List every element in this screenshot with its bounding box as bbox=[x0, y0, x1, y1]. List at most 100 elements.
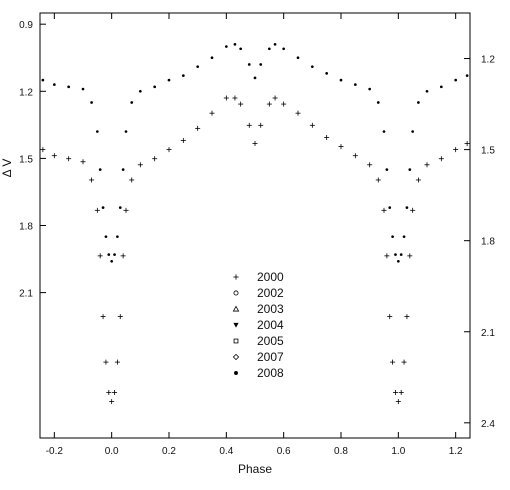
legend-label-2003: 2003 bbox=[257, 302, 284, 316]
data-point-2000 bbox=[94, 207, 100, 213]
data-point-2008 bbox=[196, 65, 200, 69]
data-point-2008-shape bbox=[439, 85, 443, 89]
legend-marker-2004 bbox=[233, 322, 239, 328]
data-point-2008 bbox=[396, 259, 400, 263]
data-point-2008-shape bbox=[465, 74, 469, 77]
data-points bbox=[40, 42, 470, 405]
legend-label-2005: 2005 bbox=[257, 334, 284, 348]
data-point-2008 bbox=[101, 206, 105, 209]
data-point-2008-shape bbox=[107, 253, 111, 256]
data-point-2008 bbox=[107, 253, 111, 256]
data-point-2008-shape bbox=[388, 206, 392, 209]
data-point-2008-shape bbox=[239, 47, 243, 51]
data-point-2008-shape bbox=[121, 168, 125, 171]
data-point-2008 bbox=[454, 78, 458, 82]
data-point-2008-shape bbox=[110, 259, 114, 263]
data-point-2008 bbox=[382, 130, 386, 133]
data-point-2008 bbox=[411, 130, 415, 133]
data-point-2008 bbox=[253, 76, 257, 80]
data-point-2008-shape bbox=[181, 74, 185, 77]
data-point-2008-shape bbox=[399, 253, 403, 256]
legend-marker-2002 bbox=[233, 290, 239, 296]
data-point-2008-shape bbox=[396, 259, 400, 263]
data-point-2008 bbox=[104, 235, 108, 239]
data-point-2008-shape bbox=[267, 47, 271, 51]
data-point-2000 bbox=[232, 95, 238, 101]
legend: 2000 2002 2003 2004 2005 2007 2008 bbox=[232, 270, 284, 380]
data-point-2000 bbox=[106, 389, 112, 395]
data-point-2008 bbox=[118, 206, 122, 209]
data-point-2008-shape bbox=[118, 206, 122, 209]
data-point-2008 bbox=[247, 63, 251, 66]
data-point-2008 bbox=[239, 47, 243, 51]
data-point-2000 bbox=[410, 207, 416, 213]
data-point-2008 bbox=[259, 63, 263, 66]
legend-marker-2005-shape bbox=[233, 338, 239, 344]
legend-label-2002: 2002 bbox=[257, 286, 284, 300]
data-point-2008 bbox=[385, 168, 389, 171]
data-point-2000 bbox=[112, 389, 118, 395]
data-point-2008 bbox=[273, 42, 277, 46]
data-point-2000 bbox=[195, 125, 201, 131]
data-point-2000 bbox=[381, 207, 387, 213]
data-point-2008-shape bbox=[95, 130, 99, 133]
data-point-2008 bbox=[339, 78, 343, 82]
data-point-2008-shape bbox=[253, 76, 257, 80]
legend-marker-2003 bbox=[232, 305, 240, 312]
data-point-2008 bbox=[394, 253, 397, 256]
data-point-2008-shape bbox=[382, 130, 386, 133]
data-point-2008 bbox=[52, 83, 56, 86]
data-point-2000 bbox=[223, 95, 229, 101]
data-point-2008-shape bbox=[90, 101, 93, 104]
x-tick-label: -0.2 bbox=[46, 446, 64, 457]
data-point-2008 bbox=[98, 168, 102, 171]
data-point-2008-shape bbox=[52, 83, 56, 86]
data-point-2000 bbox=[404, 314, 410, 320]
data-point-2000 bbox=[100, 314, 106, 320]
y-tick-label-right: 1.8 bbox=[481, 237, 495, 248]
x-axis-title: Phase bbox=[238, 462, 272, 476]
x-tick-label: 0.4 bbox=[219, 446, 233, 457]
data-point-2000 bbox=[401, 359, 407, 365]
data-point-2008 bbox=[167, 78, 171, 82]
x-tick-label: 0.0 bbox=[105, 446, 119, 457]
data-point-2008-shape bbox=[402, 235, 406, 239]
data-point-2008 bbox=[67, 85, 71, 89]
data-point-2000 bbox=[40, 147, 46, 153]
data-point-2000 bbox=[392, 389, 398, 395]
data-point-2008-shape bbox=[411, 130, 415, 133]
data-point-2008 bbox=[408, 168, 412, 171]
data-point-2000 bbox=[137, 162, 143, 168]
data-point-2008 bbox=[81, 87, 85, 91]
data-point-2008-shape bbox=[167, 78, 171, 82]
data-point-2000 bbox=[295, 110, 301, 116]
data-point-2008-shape bbox=[101, 206, 105, 209]
y-tick-label-left: 2.1 bbox=[19, 289, 33, 300]
legend-marker-2000 bbox=[233, 274, 239, 280]
data-point-2000 bbox=[152, 156, 158, 162]
data-point-2000 bbox=[209, 110, 215, 116]
data-point-2008-shape bbox=[454, 78, 458, 82]
data-point-2000 bbox=[367, 162, 373, 168]
data-point-2008 bbox=[425, 89, 429, 93]
data-point-2008-shape bbox=[282, 47, 286, 51]
y-tick-label-right: 2.4 bbox=[481, 419, 495, 430]
x-tick-label: 0.6 bbox=[277, 446, 291, 457]
legend-label-2008: 2008 bbox=[257, 366, 284, 380]
y-axis-title-left: Δ V bbox=[0, 159, 14, 178]
y-tick-label-right: 2.1 bbox=[481, 328, 495, 339]
series-2008 bbox=[41, 42, 469, 263]
legend-marker-2008-shape bbox=[234, 371, 238, 375]
data-point-2000 bbox=[258, 122, 264, 128]
data-point-2008 bbox=[210, 56, 214, 60]
data-point-2008 bbox=[113, 253, 116, 256]
data-point-2008-shape bbox=[104, 235, 108, 239]
legend-marker-2002-shape bbox=[233, 290, 239, 296]
data-point-2008 bbox=[124, 130, 128, 133]
y-tick-label-right: 1.2 bbox=[481, 55, 495, 66]
data-point-2008-shape bbox=[368, 87, 372, 91]
data-point-2000 bbox=[281, 101, 287, 107]
data-point-2008 bbox=[465, 74, 469, 77]
y-tick-label-left: 1.8 bbox=[19, 222, 33, 233]
